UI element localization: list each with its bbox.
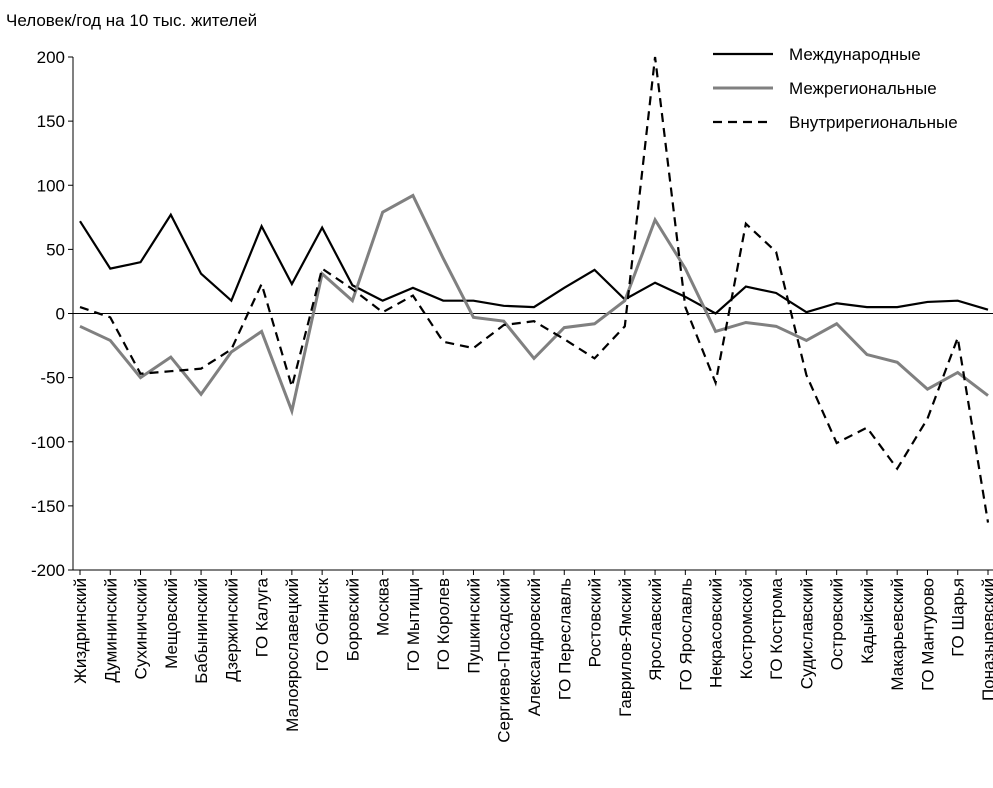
series-line bbox=[79, 56, 990, 523]
x-tick-label: Сергиево-Посадский bbox=[495, 578, 514, 743]
y-tick-label: -200 bbox=[31, 561, 65, 580]
x-tick-label: Ростовский bbox=[586, 578, 605, 667]
y-tick-label: -50 bbox=[40, 369, 65, 388]
x-tick-label: Дзержинский bbox=[222, 578, 241, 682]
x-tick-label: Ярославский bbox=[646, 578, 665, 681]
legend-label: Межрегиональные bbox=[789, 79, 937, 98]
x-tick-label: ГО Мантурово bbox=[918, 578, 937, 691]
legend: Международные Межрегиональные Внутрирегион… bbox=[705, 38, 987, 144]
y-tick-label: 100 bbox=[37, 176, 65, 195]
x-tick-label: Кадыйский bbox=[858, 578, 877, 664]
x-tick-label: Бабынинский bbox=[192, 578, 211, 684]
x-tick-label: Малоярославецкий bbox=[283, 578, 302, 732]
x-tick-label: Боровский bbox=[343, 578, 362, 661]
x-tick-label: ГО Мытищи bbox=[404, 578, 423, 671]
y-axis-title: Человек/год на 10 тыс. жителей bbox=[6, 11, 257, 30]
y-tick-label: 150 bbox=[37, 112, 65, 131]
y-tick-label: -100 bbox=[31, 433, 65, 452]
x-tick-label: Некрасовский bbox=[707, 578, 726, 688]
y-tick-label: 0 bbox=[56, 305, 65, 324]
y-tick-label: 50 bbox=[46, 240, 65, 259]
x-tick-label: ГО Королев bbox=[434, 578, 453, 671]
x-tick-label: ГО Калуга bbox=[253, 577, 272, 657]
series-line bbox=[79, 193, 989, 417]
legend-label: Внутрирегиональные bbox=[789, 113, 958, 132]
y-tick-label: 200 bbox=[37, 48, 65, 67]
x-tick-label: ГО Переславль bbox=[555, 578, 574, 700]
x-tick-label: Гаврилов-Ямский bbox=[616, 578, 635, 717]
legend-box bbox=[705, 38, 987, 144]
x-tick-label: Жиздринский bbox=[71, 578, 90, 684]
x-tick-label: ГО Ярославль bbox=[676, 578, 695, 691]
x-tick-label: Поназыревский bbox=[979, 578, 993, 701]
x-tick-label: ГО Кострома bbox=[767, 577, 786, 679]
x-tick-label: ГО Обнинск bbox=[313, 577, 332, 671]
x-tick-label: Пушкинский bbox=[464, 578, 483, 674]
x-tick-label: Островский bbox=[828, 578, 847, 670]
x-tick-label: Думининский bbox=[101, 578, 120, 683]
legend-label: Международные bbox=[789, 45, 921, 64]
x-tick-label: Макарьевский bbox=[888, 578, 907, 691]
y-tick-label: -150 bbox=[31, 497, 65, 516]
x-tick-label: Москва bbox=[374, 577, 393, 636]
x-tick-label: Сухиничский bbox=[132, 578, 151, 679]
series-line bbox=[79, 212, 989, 315]
x-tick-label: Мещовский bbox=[162, 578, 181, 669]
x-tick-label: ГО Шарья bbox=[949, 578, 968, 657]
x-tick-label: Александровский bbox=[525, 578, 544, 716]
x-tick-label: Судиславский bbox=[797, 578, 816, 689]
x-tick-label: Костромской bbox=[737, 578, 756, 679]
